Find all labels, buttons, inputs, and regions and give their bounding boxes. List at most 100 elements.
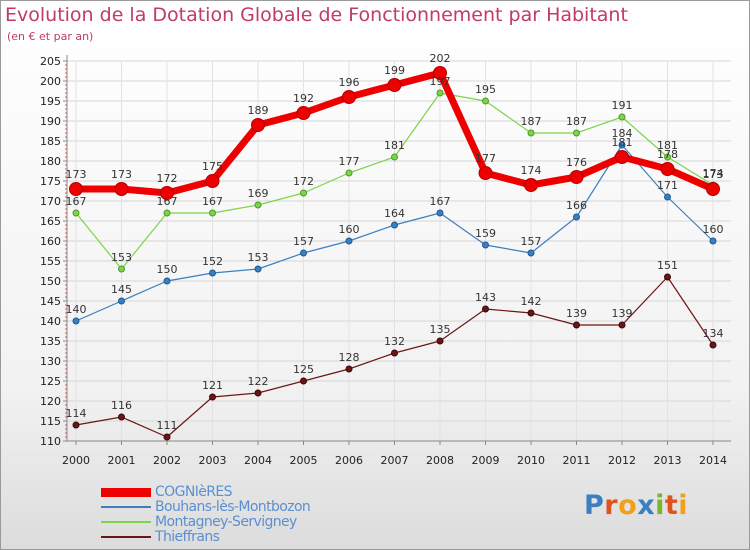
data-point <box>478 166 493 180</box>
data-point <box>524 178 538 192</box>
data-point <box>118 265 125 273</box>
data-label: 166 <box>566 199 587 212</box>
logo-letter: P <box>584 490 605 521</box>
data-label: 173 <box>703 168 724 181</box>
data-label: 167 <box>202 195 223 208</box>
data-label: 178 <box>657 148 678 161</box>
data-label: 151 <box>657 259 678 272</box>
y-tick-label: 150 <box>40 275 61 288</box>
data-point <box>391 153 398 161</box>
data-label: 196 <box>339 76 360 89</box>
data-label: 184 <box>612 127 633 140</box>
data-label: 143 <box>475 291 496 304</box>
y-tick-label: 195 <box>40 95 61 108</box>
x-tick-label: 2009 <box>472 454 500 467</box>
data-label: 134 <box>703 327 724 340</box>
data-point <box>205 174 220 188</box>
x-tick-label: 2014 <box>699 454 727 467</box>
data-label: 176 <box>566 156 587 169</box>
data-label: 187 <box>521 115 542 128</box>
data-point <box>569 170 584 184</box>
data-point <box>482 241 489 249</box>
data-point <box>345 365 353 373</box>
data-point <box>436 337 444 345</box>
data-label: 145 <box>111 283 132 296</box>
data-point <box>300 249 307 257</box>
data-point <box>209 209 216 217</box>
data-point <box>300 377 307 385</box>
legend-swatch <box>101 506 151 508</box>
logo-letter: o <box>618 490 638 521</box>
series-3 <box>72 273 717 441</box>
data-label: 167 <box>66 195 87 208</box>
data-label: 142 <box>521 295 542 308</box>
data-label: 125 <box>293 363 314 376</box>
data-label: 175 <box>202 160 223 173</box>
x-tick-label: 2003 <box>199 454 227 467</box>
data-point <box>114 182 129 196</box>
x-tick-label: 2013 <box>654 454 682 467</box>
data-point <box>251 118 265 132</box>
legend-label: Montagney-Servigney <box>155 514 297 530</box>
data-point <box>436 89 444 97</box>
data-label: 128 <box>339 351 360 364</box>
logo-letter: i <box>678 490 689 521</box>
y-tick-label: 130 <box>40 355 61 368</box>
data-label: 135 <box>430 323 451 336</box>
data-point <box>160 186 174 200</box>
data-point <box>118 413 125 421</box>
data-point <box>72 421 80 429</box>
data-label: 173 <box>111 168 132 181</box>
data-point <box>433 66 447 80</box>
data-label: 199 <box>384 64 405 77</box>
data-label: 171 <box>657 179 678 192</box>
grid <box>67 60 731 442</box>
data-point <box>387 78 402 92</box>
chart-title: Evolution de la Dotation Globale de Fonc… <box>5 4 628 26</box>
data-label: 139 <box>612 307 633 320</box>
data-label: 114 <box>66 407 87 420</box>
data-point <box>573 129 580 137</box>
x-tick-label: 2010 <box>517 454 545 467</box>
data-label: 197 <box>430 75 451 88</box>
y-tick-label: 175 <box>40 175 61 188</box>
x-tick-label: 2011 <box>563 454 591 467</box>
legend-swatch <box>101 521 151 523</box>
x-tick-label: 2008 <box>426 454 454 467</box>
y-tick-label: 165 <box>40 215 61 228</box>
data-label: 139 <box>566 307 587 320</box>
data-point <box>664 153 671 161</box>
data-point <box>527 249 535 257</box>
legend-swatch <box>101 487 151 497</box>
data-point <box>163 209 171 217</box>
data-point <box>527 309 535 317</box>
data-point <box>482 97 489 105</box>
data-label: 152 <box>202 255 223 268</box>
y-tick-label: 180 <box>40 155 61 168</box>
data-point <box>209 269 216 277</box>
logo-letter: t <box>664 490 679 521</box>
y-tick-label: 190 <box>40 115 61 128</box>
data-label: 111 <box>157 419 178 432</box>
data-point <box>482 305 489 313</box>
data-label: 153 <box>248 251 269 264</box>
data-label: 160 <box>703 223 724 236</box>
y-tick-label: 155 <box>40 255 61 268</box>
data-point <box>615 150 629 164</box>
data-label: 167 <box>157 195 178 208</box>
chart-subtitle: (en € et par an) <box>7 30 94 43</box>
data-label: 169 <box>248 187 269 200</box>
data-label: 181 <box>657 139 678 152</box>
data-point <box>300 189 307 197</box>
y-tick-label: 170 <box>40 195 61 208</box>
data-point <box>296 106 311 120</box>
x-tick-label: 2005 <box>290 454 318 467</box>
data-label: 177 <box>339 155 360 168</box>
series-1 <box>72 141 717 325</box>
y-tick-label: 145 <box>40 295 61 308</box>
legend-label: COGNIèRES <box>155 484 233 500</box>
y-tick-label: 115 <box>40 415 61 428</box>
data-label: 202 <box>430 52 451 65</box>
